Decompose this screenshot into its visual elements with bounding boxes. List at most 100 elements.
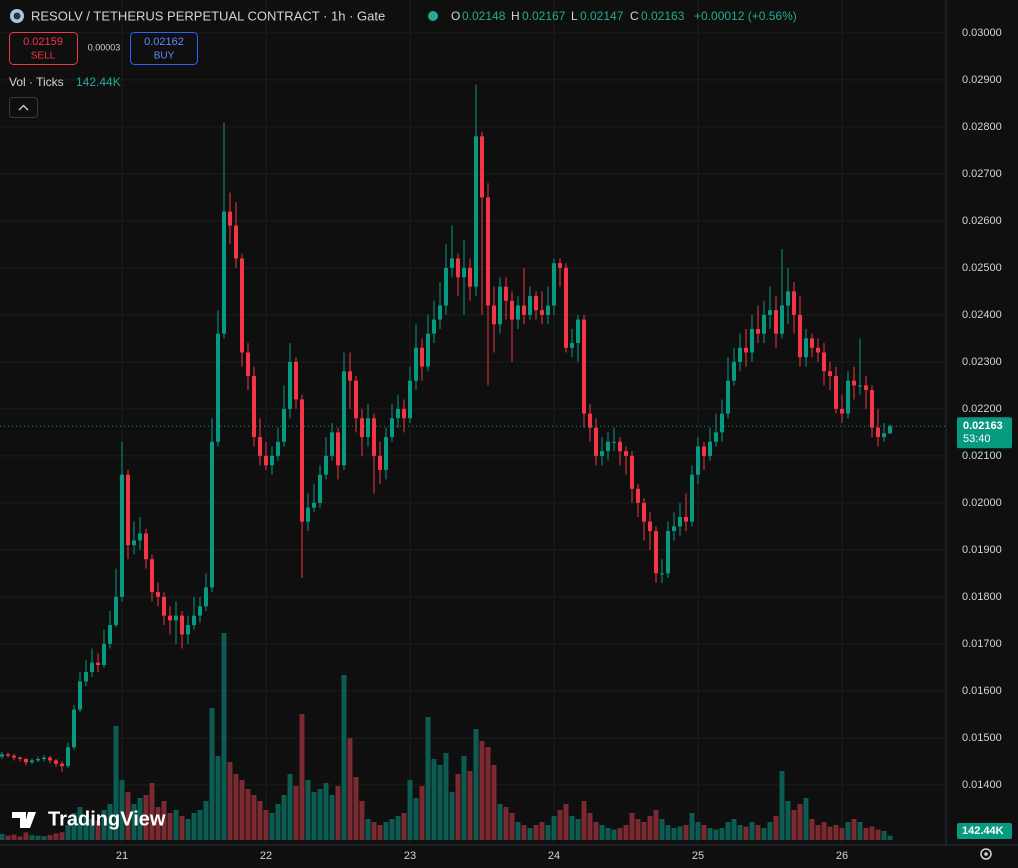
volume-bar [407, 780, 413, 840]
collapse-button[interactable] [9, 97, 38, 118]
volume-bar [35, 835, 41, 840]
candle-body [312, 502, 316, 508]
volume-bar [617, 828, 623, 840]
candle-body [828, 371, 832, 376]
candle-body [738, 347, 742, 362]
volume-bar [191, 813, 197, 840]
candle-body [72, 709, 76, 748]
chart-title[interactable]: RESOLV / TETHERUS PERPETUAL CONTRACT · 1… [31, 8, 385, 23]
candle-body [492, 305, 496, 325]
candle-body [264, 455, 268, 466]
volume-bar [479, 741, 485, 840]
candle-body [180, 615, 184, 635]
candle-body [270, 455, 274, 466]
candle-body [864, 385, 868, 391]
candle-body [504, 286, 508, 301]
volume-bar [341, 675, 347, 840]
volume-bar [515, 822, 521, 840]
candle-body [780, 305, 784, 334]
ohlc-letter: C [630, 9, 639, 23]
candle-body [564, 267, 568, 348]
y-tick-label: 0.01800 [962, 591, 1002, 603]
volume-bar [809, 819, 815, 840]
volume-bar [11, 834, 17, 840]
volume-bar [815, 825, 821, 840]
volume-bar [23, 832, 29, 840]
candle-body [12, 755, 16, 758]
y-tick-label: 0.02300 [962, 356, 1002, 368]
candle-body [168, 615, 172, 621]
volume-bar [485, 747, 491, 840]
volume-bar [161, 801, 167, 840]
candle-body [858, 385, 862, 387]
candle-body [372, 418, 376, 456]
volume-bar [593, 822, 599, 840]
volume-bar [251, 795, 257, 840]
candle-body [822, 352, 826, 372]
volume-bar [89, 819, 95, 840]
candle-body [726, 380, 730, 414]
candle-body [42, 757, 46, 759]
candle-body [258, 437, 262, 456]
settings-icon[interactable] [980, 848, 992, 860]
volume-bar [179, 816, 185, 840]
candle-body [612, 441, 616, 443]
sell-label: SELL [31, 51, 56, 62]
y-tick-label: 0.02900 [962, 74, 1002, 86]
candle-body [216, 333, 220, 442]
candle-body [324, 455, 328, 475]
candle-body [750, 328, 754, 353]
watermark: TradingView [48, 808, 166, 830]
candle-body [570, 343, 574, 348]
volume-bar [647, 816, 653, 840]
candle-body [444, 267, 448, 306]
x-tick-label: 23 [404, 850, 416, 862]
volume-bar [797, 804, 803, 840]
volume-bar [839, 828, 845, 840]
candle-body [378, 455, 382, 470]
candle-body [96, 662, 100, 666]
volume-bar [149, 783, 155, 840]
x-tick-label: 24 [548, 850, 560, 862]
candle-body [486, 197, 490, 306]
candle-body [576, 319, 580, 344]
volume-bar [785, 801, 791, 840]
candle-body [642, 502, 646, 522]
volume-bar [209, 708, 215, 840]
volume-bar [701, 825, 707, 840]
volume-bar [755, 825, 761, 840]
candle-body [120, 474, 124, 597]
candle-body [108, 625, 112, 644]
volume-bar [419, 786, 425, 840]
candle-body [756, 328, 760, 334]
volume-bar [233, 774, 239, 840]
candle-body [768, 310, 772, 315]
candle-body [774, 310, 778, 334]
volume-bar [629, 813, 635, 840]
y-tick-label: 0.01400 [962, 779, 1002, 791]
volume-bar [779, 771, 785, 840]
x-tick-label: 26 [836, 850, 848, 862]
candle-body [252, 375, 256, 438]
candle-body [18, 757, 22, 759]
buy-label: BUY [154, 51, 175, 62]
candle-body [666, 531, 670, 574]
buy-price: 0.02162 [144, 36, 184, 48]
candle-body [630, 455, 634, 489]
y-tick-label: 0.02800 [962, 121, 1002, 133]
candle-body [198, 606, 202, 616]
candle-body [624, 451, 628, 456]
sell-button[interactable] [9, 32, 78, 65]
volume-bar [131, 804, 137, 840]
buy-button[interactable] [130, 32, 198, 65]
volume-bar [527, 828, 533, 840]
volume-bar [449, 792, 455, 840]
volume-bar [587, 813, 593, 840]
candle-body [582, 319, 586, 414]
volume-bar [551, 816, 557, 840]
volume-title: Vol · Ticks [9, 75, 64, 89]
volume-bar [773, 816, 779, 840]
volume-bar [749, 822, 755, 840]
candle-body [552, 263, 556, 306]
